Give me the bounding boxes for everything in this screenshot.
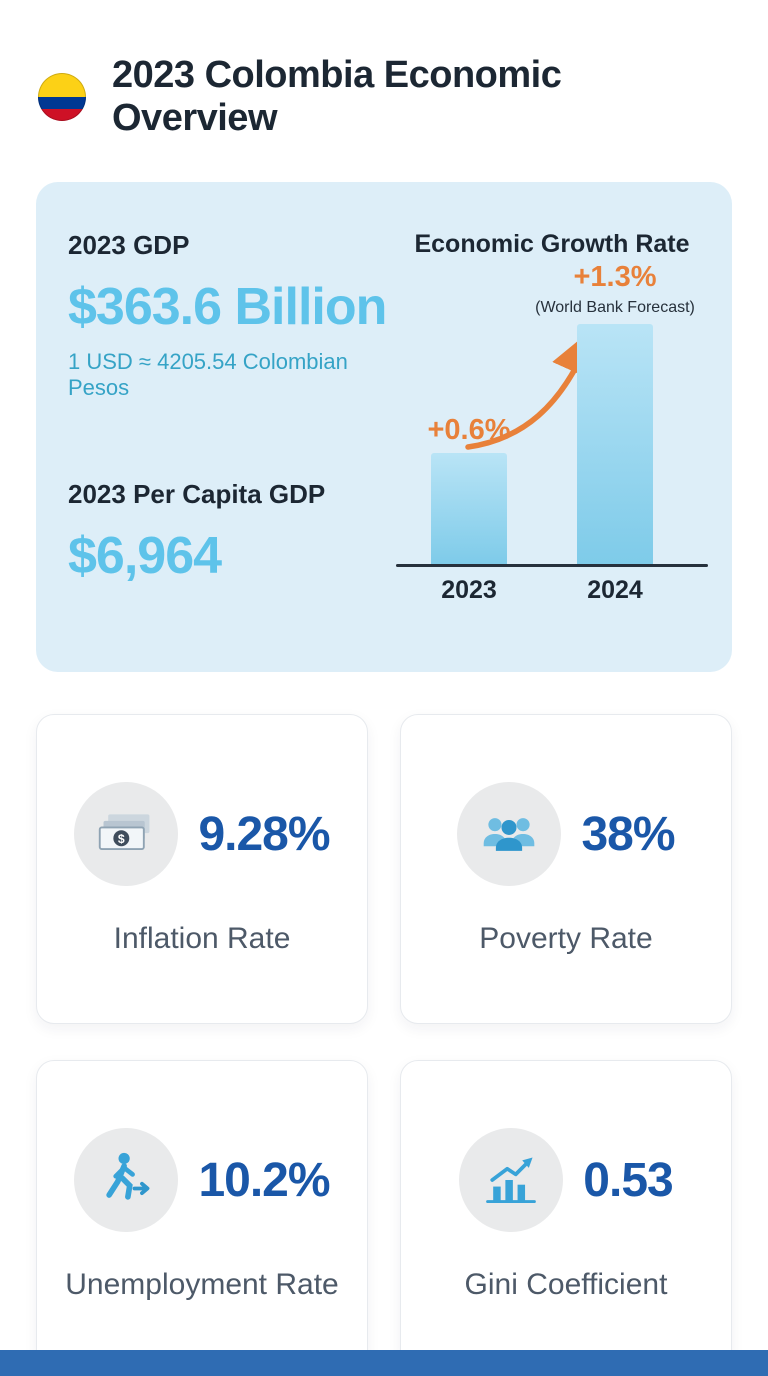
inflation-label: Inflation Rate [113, 922, 291, 955]
x-axis [396, 564, 708, 567]
data-label-2023: +0.6% [427, 414, 511, 446]
exchange-rate: 1 USD ≈ 4205.54 Colombian Pesos [68, 349, 348, 400]
chart-title: Economic Growth Rate [414, 230, 690, 258]
footer-bar [0, 1350, 768, 1376]
colombia-flag-icon [38, 73, 86, 121]
growth-rate-chart: Economic Growth Rate +0.6% +1.3% [396, 230, 708, 672]
gdp-panel-left: 2023 GDP $363.6 Billion 1 USD ≈ 4205.54 … [68, 230, 396, 672]
bar-chart: +0.6% +1.3% (World Bank Forecast) 2023 2… [396, 263, 708, 607]
inflation-value: 9.28% [198, 807, 330, 861]
bar-2024 [577, 324, 653, 564]
data-label-2024: +1.3% [573, 261, 657, 293]
forecast-note: (World Bank Forecast) [535, 299, 695, 316]
per-capita-gdp-value: $6,964 [68, 527, 222, 585]
people-group-icon [457, 782, 562, 886]
stat-card-gini: 0.53 Gini Coefficient [400, 1060, 732, 1370]
walking-person-icon [74, 1128, 179, 1232]
poverty-label: Poverty Rate [479, 922, 653, 955]
x-tick-2024: 2024 [587, 576, 643, 604]
stat-card-top: 0.53 [459, 1128, 674, 1232]
svg-text:$: $ [118, 832, 125, 846]
page-title: 2023 Colombia Economic Overview [112, 54, 562, 139]
bar-2023 [431, 453, 507, 564]
bar-column-2024: +1.3% (World Bank Forecast) [535, 261, 695, 564]
stat-card-top: 38% [457, 782, 676, 886]
stat-cards: $ 9.28% Inflation Rate [0, 714, 768, 1370]
x-tick-2023: 2023 [441, 576, 497, 604]
stat-card-inflation: $ 9.28% Inflation Rate [36, 714, 368, 1024]
stat-card-top: $ 9.28% [74, 782, 331, 886]
gini-value: 0.53 [583, 1153, 673, 1207]
stat-card-poverty: 38% Poverty Rate [400, 714, 732, 1024]
gdp-panel: 2023 GDP $363.6 Billion 1 USD ≈ 4205.54 … [36, 182, 732, 672]
stat-card-top: 10.2% [74, 1128, 331, 1232]
bar-column-2023: +0.6% [414, 416, 524, 564]
gdp-label: 2023 GDP [68, 230, 190, 260]
unemployment-value: 10.2% [198, 1153, 330, 1207]
gdp-value: $363.6 Billion [68, 278, 387, 336]
poverty-value: 38% [581, 807, 675, 861]
unemployment-label: Unemployment Rate [65, 1268, 339, 1301]
per-capita-gdp-label: 2023 Per Capita GDP [68, 479, 326, 509]
header: 2023 Colombia Economic Overview [0, 0, 768, 140]
growth-chart-icon [459, 1128, 564, 1232]
banknotes-icon: $ [74, 782, 179, 886]
stat-card-unemployment: 10.2% Unemployment Rate [36, 1060, 368, 1370]
gini-label: Gini Coefficient [464, 1268, 668, 1301]
